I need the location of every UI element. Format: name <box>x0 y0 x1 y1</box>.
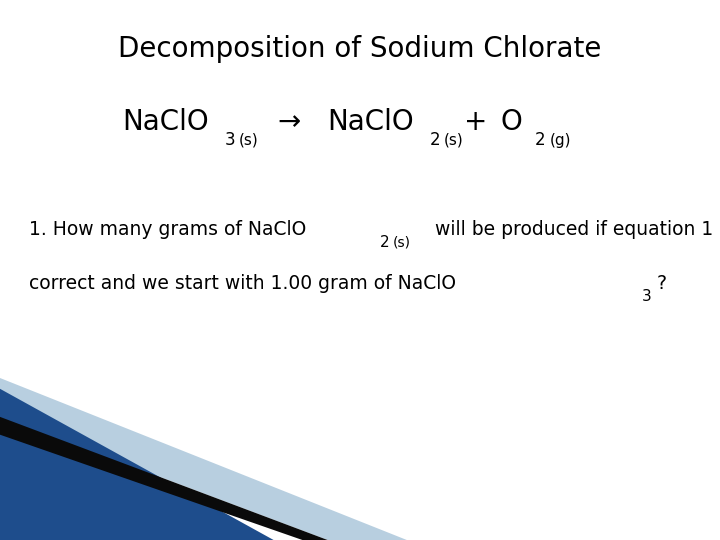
Text: NaClO: NaClO <box>122 107 209 136</box>
Text: 1. How many grams of NaClO: 1. How many grams of NaClO <box>29 220 306 239</box>
Text: correct and we start with 1.00 gram of NaClO: correct and we start with 1.00 gram of N… <box>29 274 456 293</box>
Text: 2: 2 <box>430 131 441 149</box>
Text: O: O <box>500 107 522 136</box>
Text: +: + <box>464 107 487 136</box>
Text: Decomposition of Sodium Chlorate: Decomposition of Sodium Chlorate <box>118 35 602 63</box>
Text: 2: 2 <box>535 131 546 149</box>
Text: 2: 2 <box>380 235 390 250</box>
Text: (s): (s) <box>444 133 464 148</box>
Text: 3: 3 <box>225 131 235 149</box>
Polygon shape <box>0 378 407 540</box>
Polygon shape <box>0 389 274 540</box>
Text: NaClO: NaClO <box>328 107 414 136</box>
Text: (g): (g) <box>549 133 571 148</box>
Polygon shape <box>0 417 328 540</box>
Text: →: → <box>277 107 300 136</box>
Text: ?: ? <box>657 274 667 293</box>
Text: 3: 3 <box>642 289 652 304</box>
Text: will be produced if equation 1 is: will be produced if equation 1 is <box>429 220 720 239</box>
Text: (s): (s) <box>239 133 258 148</box>
Text: (s): (s) <box>393 236 411 250</box>
